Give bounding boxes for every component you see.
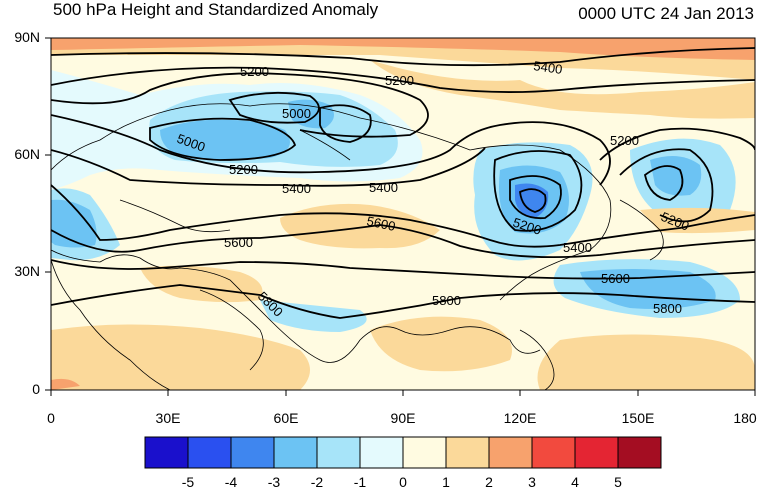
colorbar-label: -1 <box>353 474 367 490</box>
contour-label: 5400 <box>282 181 311 196</box>
colorbar-label: 5 <box>614 474 622 490</box>
colorbar-swatch <box>574 436 619 469</box>
colorbar-label: 0 <box>399 474 407 490</box>
colorbar-label: 4 <box>571 474 579 490</box>
contour-label: 5400 <box>563 240 592 255</box>
height-contours <box>51 47 755 319</box>
colorbar-swatch <box>187 436 232 469</box>
colorbar-label: 3 <box>528 474 536 490</box>
y-axis-label: 30N <box>14 263 40 279</box>
contour-label: 5200 <box>385 73 414 88</box>
colorbar-swatch <box>144 436 189 469</box>
colorbar-swatch <box>230 436 275 469</box>
y-axis-label: 60N <box>14 146 40 162</box>
colorbar-label: -3 <box>267 474 281 490</box>
x-axis-label: 120E <box>503 410 537 426</box>
y-axis-label: 90N <box>14 29 40 45</box>
colorbar-swatch <box>445 436 490 469</box>
x-axis-label: 60E <box>273 410 299 426</box>
contour-label: 5400 <box>369 180 398 195</box>
colorbar-label: 2 <box>485 474 493 490</box>
colorbar-swatch <box>617 436 662 469</box>
contour-label: 5400 <box>533 58 564 77</box>
contour-label: 5800 <box>653 301 682 316</box>
contour-label: 5200 <box>610 133 639 148</box>
x-axis-label: 0 <box>47 410 55 426</box>
x-axis-label: 150E <box>621 410 655 426</box>
x-axis-label: 180 <box>733 410 757 426</box>
colorbar <box>144 436 662 469</box>
axis-ticks <box>45 37 756 396</box>
y-axis-label: 0 <box>32 381 40 397</box>
contour-label: 5600 <box>365 213 396 234</box>
colorbar-label: -2 <box>310 474 324 490</box>
contour-label: 5800 <box>432 293 461 308</box>
map-datetime: 0000 UTC 24 Jan 2013 <box>578 4 754 23</box>
x-axis-label: 90E <box>390 410 416 426</box>
colorbar-swatch <box>359 436 404 469</box>
colorbar-swatch <box>273 436 318 469</box>
anomaly-shading <box>51 38 755 390</box>
x-axis-label: 30E <box>155 410 181 426</box>
colorbar-label: -4 <box>224 474 238 490</box>
coastlines <box>51 103 664 390</box>
contour-label: 5200 <box>240 64 269 79</box>
colorbar-swatch <box>531 436 576 469</box>
contour-label: 5600 <box>224 235 253 250</box>
colorbar-swatch <box>488 436 533 469</box>
colorbar-label: -5 <box>181 474 195 490</box>
contour-label: 5200 <box>229 162 258 177</box>
colorbar-swatch <box>402 436 447 469</box>
colorbar-label: 1 <box>442 474 450 490</box>
contour-label: 5000 <box>282 106 311 121</box>
colorbar-swatch <box>316 436 361 469</box>
contour-label: 5600 <box>601 271 630 286</box>
map-title: 500 hPa Height and Standardized Anomaly <box>53 0 379 19</box>
